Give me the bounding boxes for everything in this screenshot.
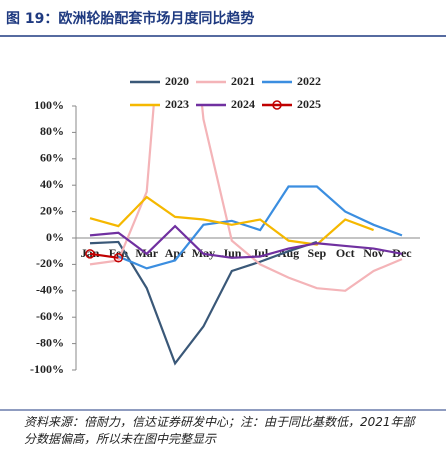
source-note: 资料来源：倍耐力，信达证券研发中心；注：由于同比基数低，2021年部分数据偏高，… xyxy=(24,415,415,446)
y-tick-label: 40% xyxy=(40,177,64,191)
y-tick-label: -40% xyxy=(36,283,64,297)
x-tick-label: Dec xyxy=(392,246,412,260)
series-line xyxy=(89,224,403,259)
legend-label: 2021 xyxy=(231,74,255,88)
y-tick-label: 60% xyxy=(40,151,64,165)
y-tick-label: 100% xyxy=(34,98,64,112)
y-tick-label: -20% xyxy=(36,256,64,270)
series-line xyxy=(89,240,318,366)
series-line xyxy=(89,195,374,246)
x-tick-label: Sep xyxy=(308,246,327,260)
x-tick-label: Apr xyxy=(165,246,186,260)
y-tick-label: 0% xyxy=(46,230,64,244)
legend-label: 2020 xyxy=(165,74,189,88)
legend-label: 2023 xyxy=(165,97,189,111)
legend-label: 2025 xyxy=(297,97,321,111)
legend-label: 2022 xyxy=(297,74,321,88)
legend-marker xyxy=(272,100,282,110)
x-tick-label: Oct xyxy=(336,246,355,260)
series-point xyxy=(113,253,124,263)
x-tick-label: Jan xyxy=(81,246,100,260)
y-tick-label: 80% xyxy=(40,124,64,138)
plot-area xyxy=(85,104,403,366)
series-line xyxy=(117,185,403,270)
series-point xyxy=(85,249,95,259)
chart-title: 图 19：欧洲轮胎配套市场月度同比趋势 xyxy=(6,11,255,27)
legend-label: 2024 xyxy=(231,97,255,111)
y-tick-label: -80% xyxy=(36,335,64,349)
y-tick-label: 20% xyxy=(40,203,64,217)
series-line xyxy=(89,252,119,259)
y-tick-label: -100% xyxy=(30,362,64,376)
y-tick-label: -60% xyxy=(36,309,64,323)
